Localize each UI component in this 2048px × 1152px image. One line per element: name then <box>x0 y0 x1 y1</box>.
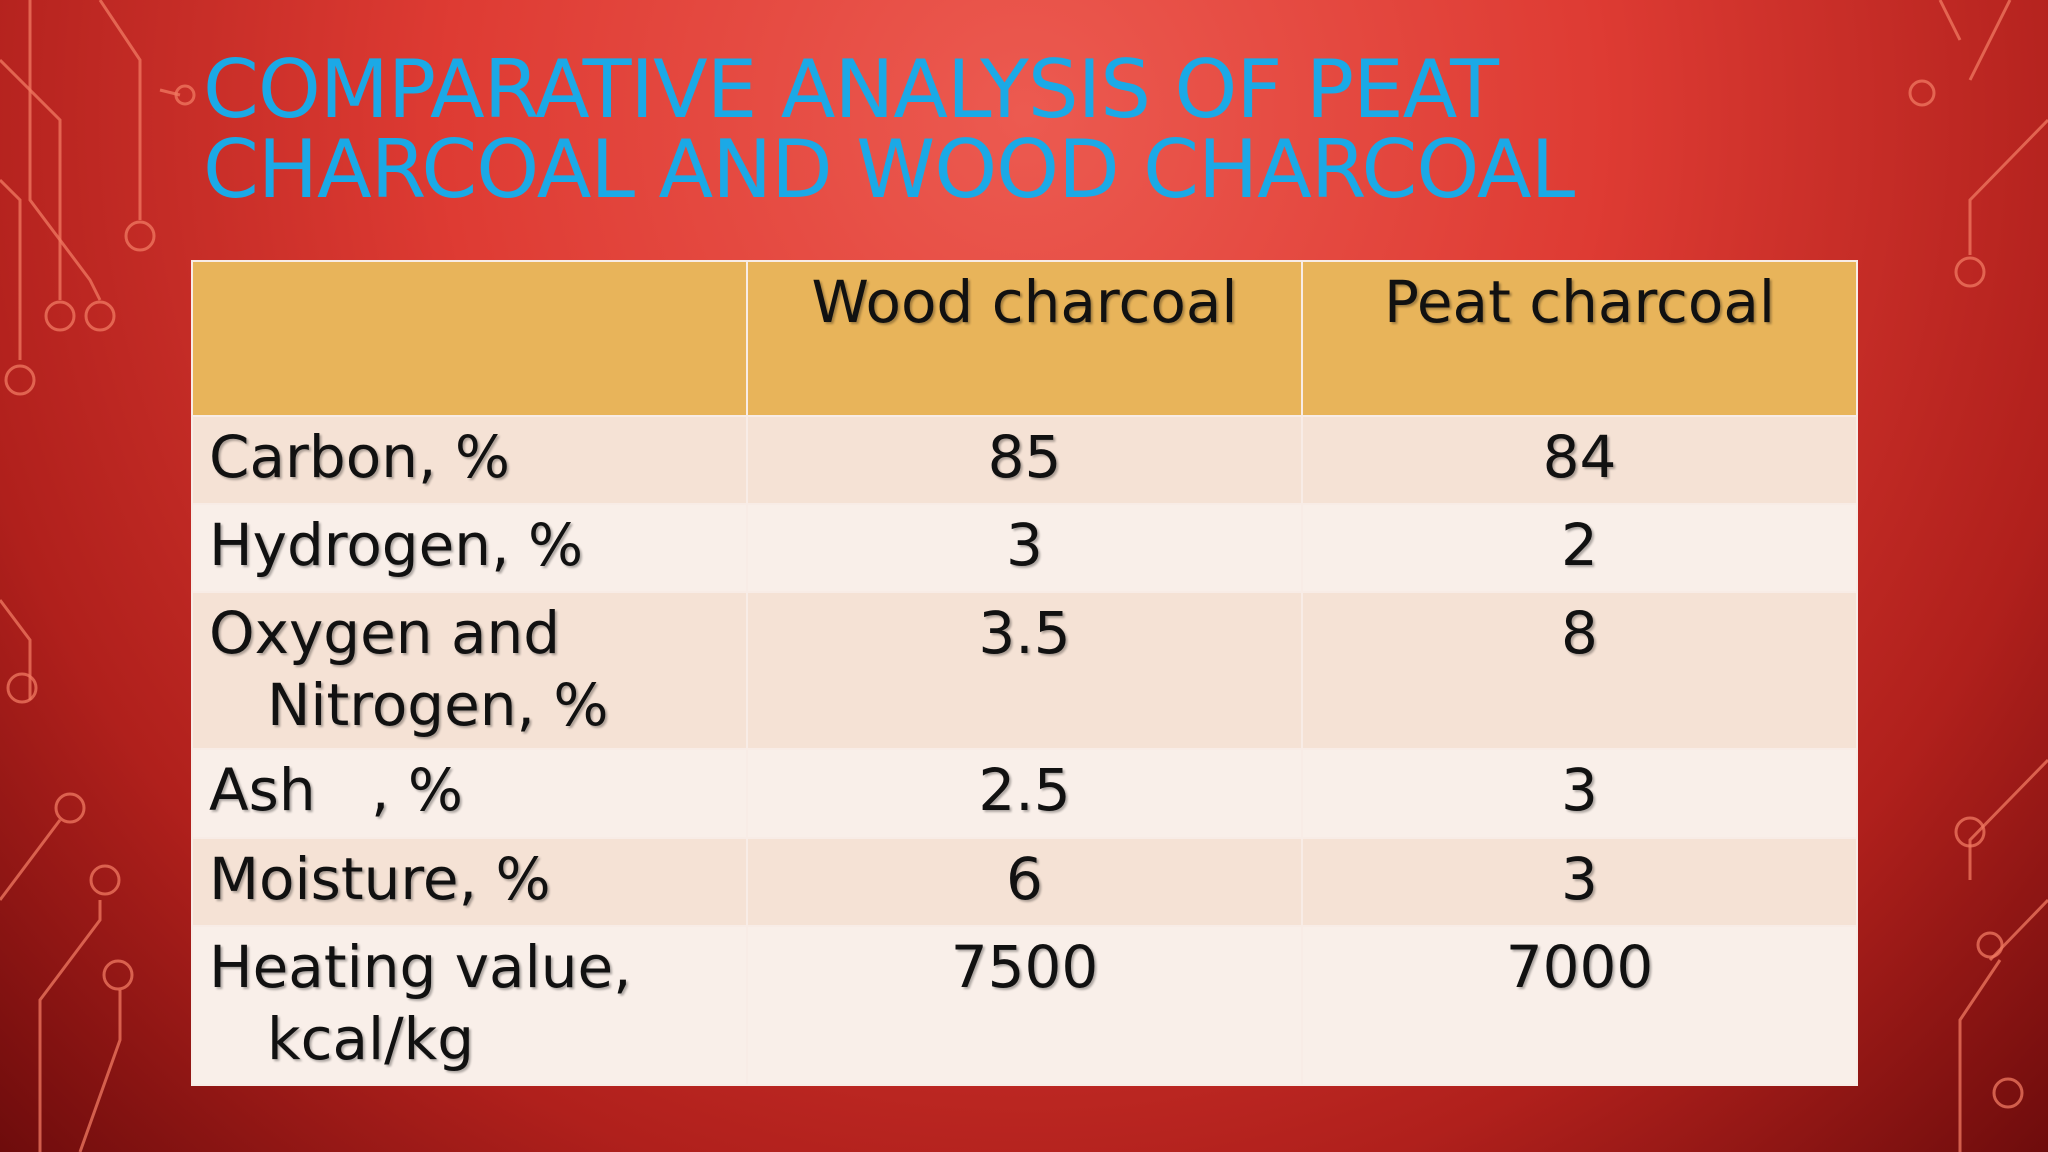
value-cell: 84 <box>1301 415 1858 505</box>
value-cell: 2.5 <box>746 748 1303 839</box>
table-row: Oxygen and Nitrogen, % 3.5 8 <box>191 591 1858 750</box>
table-row: Carbon, % 85 84 <box>191 415 1858 505</box>
row-label: Carbon, % <box>191 415 748 505</box>
row-label: Moisture, % <box>191 837 748 927</box>
table-row: Heating value, kcal/kg 7500 7000 <box>191 925 1858 1086</box>
value-cell: 3 <box>1301 837 1858 927</box>
slide-title: Comparative analysis of Peat charcoal an… <box>203 43 1575 216</box>
value-cell: 3 <box>746 503 1303 593</box>
header-cell: Wood charcoal <box>746 260 1303 417</box>
value-cell: 85 <box>746 415 1303 505</box>
value-cell: 7500 <box>746 925 1303 1086</box>
table-row: Hydrogen, % 3 2 <box>191 503 1858 593</box>
row-label: Oxygen and Nitrogen, % <box>191 591 748 750</box>
value-cell: 8 <box>1301 591 1858 750</box>
header-cell: Peat charcoal <box>1301 260 1858 417</box>
value-cell: 3 <box>1301 748 1858 839</box>
row-label: Ash , % <box>191 748 748 839</box>
header-row: Wood charcoal Peat charcoal <box>191 260 1858 417</box>
value-cell: 3.5 <box>746 591 1303 750</box>
value-cell: 7000 <box>1301 925 1858 1086</box>
comparison-table: Wood charcoal Peat charcoal Carbon, % 85 8… <box>191 260 1858 1086</box>
row-label: Heating value, kcal/kg <box>191 925 748 1086</box>
header-cell <box>191 260 748 417</box>
table-body: Carbon, % 85 84 Hydrogen, % 3 2 Oxygen and Nit… <box>191 415 1858 1086</box>
row-label: Hydrogen, % <box>191 503 748 593</box>
value-cell: 2 <box>1301 503 1858 593</box>
table-row: Ash , % 2.5 3 <box>191 748 1858 839</box>
value-cell: 6 <box>746 837 1303 927</box>
table-row: Moisture, % 6 3 <box>191 837 1858 927</box>
